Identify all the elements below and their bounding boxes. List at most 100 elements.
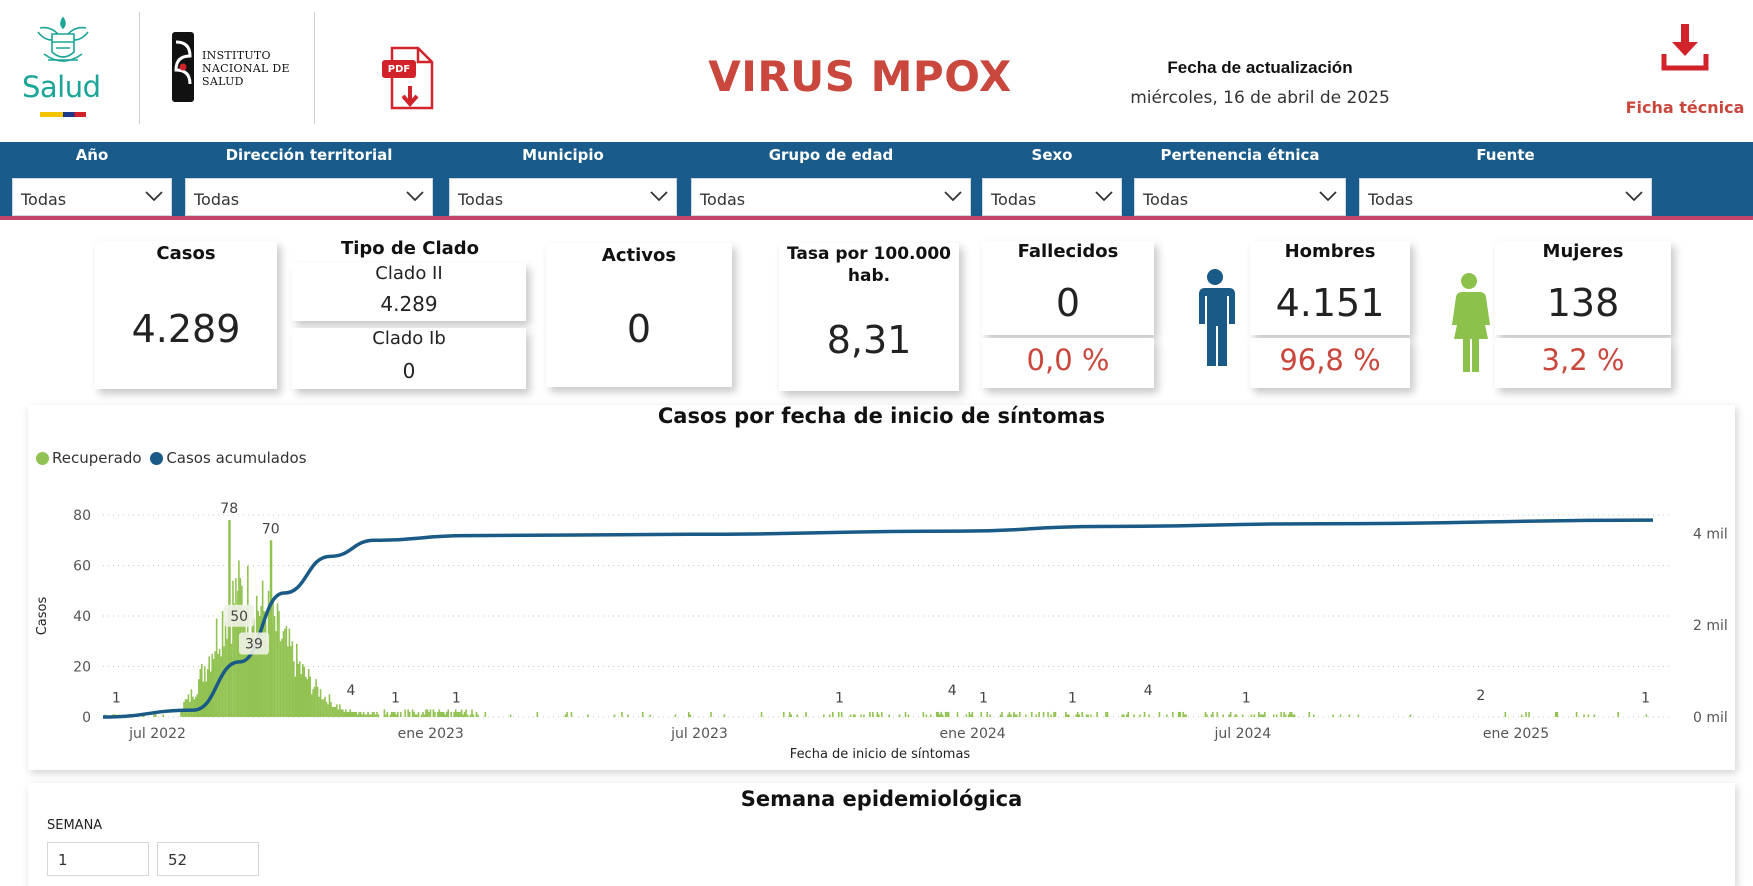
- ficha-tecnica-button[interactable]: Ficha técnica: [1615, 22, 1753, 122]
- bar[interactable]: [965, 714, 968, 717]
- bar[interactable]: [880, 711, 883, 717]
- bar[interactable]: [536, 711, 539, 717]
- bar[interactable]: [221, 610, 224, 717]
- bar[interactable]: [1038, 711, 1040, 717]
- bar[interactable]: [428, 711, 430, 717]
- bar[interactable]: [566, 711, 568, 717]
- bar[interactable]: [1261, 714, 1263, 717]
- bar[interactable]: [350, 711, 353, 717]
- bar[interactable]: [306, 679, 309, 717]
- bar[interactable]: [287, 646, 289, 717]
- bar[interactable]: [509, 714, 512, 717]
- bar[interactable]: [935, 711, 938, 717]
- bar[interactable]: [297, 663, 300, 717]
- bar[interactable]: [396, 711, 399, 717]
- bar[interactable]: [257, 610, 260, 717]
- bar[interactable]: [878, 714, 880, 717]
- bar[interactable]: [407, 709, 409, 717]
- bar[interactable]: [1228, 714, 1230, 717]
- bar[interactable]: [316, 686, 319, 717]
- filter-anio-dropdown[interactable]: Todas: [12, 178, 172, 216]
- bar[interactable]: [322, 699, 325, 717]
- bar[interactable]: [1087, 714, 1089, 717]
- bar[interactable]: [358, 711, 360, 717]
- bar[interactable]: [371, 711, 374, 717]
- bar[interactable]: [469, 714, 472, 717]
- bar[interactable]: [1520, 714, 1523, 717]
- bar[interactable]: [339, 704, 341, 717]
- bar[interactable]: [1332, 714, 1334, 717]
- bar[interactable]: [1222, 714, 1225, 717]
- bar[interactable]: [1235, 714, 1238, 717]
- bar[interactable]: [460, 709, 463, 717]
- bar[interactable]: [1013, 711, 1015, 717]
- bar[interactable]: [214, 651, 216, 717]
- bar[interactable]: [187, 694, 190, 717]
- bar[interactable]: [1019, 711, 1021, 717]
- bar[interactable]: [367, 711, 369, 717]
- bar[interactable]: [440, 711, 442, 717]
- bar[interactable]: [315, 679, 317, 717]
- bar[interactable]: [298, 661, 301, 717]
- bar[interactable]: [475, 711, 478, 717]
- bar[interactable]: [1054, 711, 1057, 717]
- bar[interactable]: [940, 711, 942, 717]
- bar[interactable]: [327, 704, 329, 717]
- bar[interactable]: [1122, 714, 1125, 717]
- bar[interactable]: [162, 714, 164, 717]
- bar[interactable]: [1096, 711, 1098, 717]
- bar[interactable]: [296, 643, 298, 717]
- bar[interactable]: [723, 714, 726, 717]
- bar[interactable]: [422, 711, 424, 717]
- bar[interactable]: [1127, 711, 1130, 717]
- bar[interactable]: [876, 711, 879, 717]
- bar[interactable]: [941, 714, 944, 717]
- bar[interactable]: [790, 714, 793, 717]
- bar[interactable]: [281, 638, 283, 717]
- bar[interactable]: [192, 696, 194, 717]
- bar[interactable]: [1210, 714, 1213, 717]
- bar[interactable]: [937, 711, 939, 717]
- bar[interactable]: [788, 711, 791, 717]
- bar[interactable]: [872, 711, 874, 717]
- bar[interactable]: [346, 711, 349, 717]
- bar[interactable]: [1081, 711, 1084, 717]
- bar[interactable]: [432, 709, 435, 717]
- bar[interactable]: [368, 714, 371, 717]
- bar[interactable]: [285, 626, 288, 717]
- bar[interactable]: [325, 701, 328, 717]
- bar[interactable]: [310, 694, 313, 717]
- bar[interactable]: [929, 714, 932, 717]
- bar[interactable]: [1035, 714, 1037, 717]
- bar[interactable]: [587, 714, 589, 717]
- bar[interactable]: [484, 711, 487, 717]
- bar[interactable]: [437, 711, 439, 717]
- bar[interactable]: [1234, 714, 1236, 717]
- bar[interactable]: [1275, 714, 1278, 717]
- bar[interactable]: [1105, 711, 1107, 717]
- bar[interactable]: [1143, 711, 1146, 717]
- bar[interactable]: [284, 628, 286, 717]
- bar[interactable]: [457, 711, 460, 717]
- legend-item-acumulados[interactable]: Casos acumulados: [150, 449, 307, 467]
- bar[interactable]: [1066, 714, 1069, 717]
- bar[interactable]: [465, 709, 467, 717]
- bar[interactable]: [272, 598, 274, 717]
- bar[interactable]: [1185, 714, 1187, 717]
- bar[interactable]: [276, 603, 279, 717]
- bar[interactable]: [1253, 714, 1256, 717]
- bar[interactable]: [269, 540, 273, 717]
- bar[interactable]: [190, 689, 193, 717]
- bar[interactable]: [356, 714, 359, 717]
- bar[interactable]: [1348, 714, 1351, 717]
- bar[interactable]: [1556, 711, 1559, 717]
- bar[interactable]: [330, 701, 332, 717]
- bar[interactable]: [186, 699, 188, 717]
- bar[interactable]: [206, 669, 209, 717]
- bar[interactable]: [1555, 711, 1557, 717]
- bar[interactable]: [907, 714, 910, 717]
- bar[interactable]: [416, 714, 418, 717]
- legend-item-recuperado[interactable]: Recuperado: [36, 449, 146, 467]
- bar[interactable]: [208, 656, 211, 717]
- bar[interactable]: [352, 711, 355, 717]
